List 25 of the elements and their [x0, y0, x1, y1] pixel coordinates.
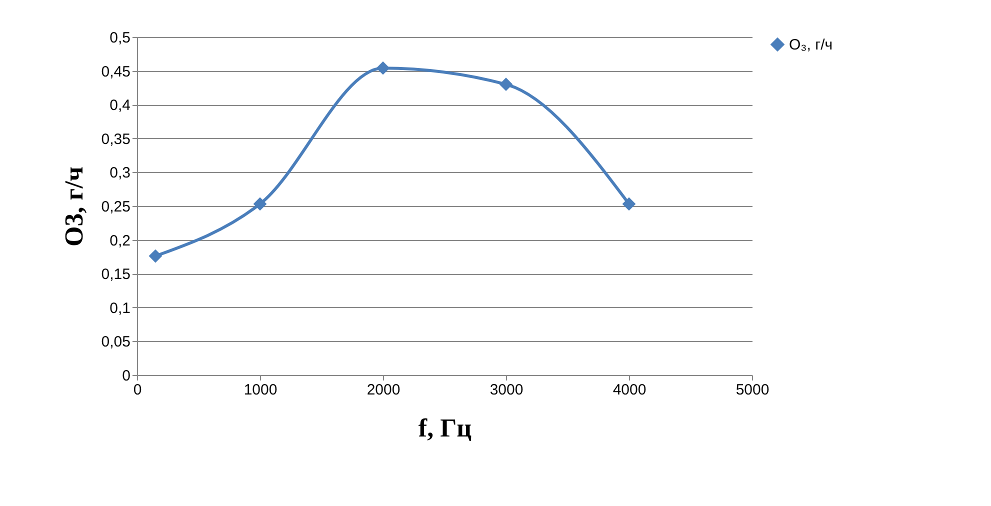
y-tick-label: 0,35 — [101, 130, 130, 148]
y-tick-label: 0,2 — [110, 232, 130, 250]
y-tick-label: 0,15 — [101, 266, 130, 284]
y-tick-label: 0,3 — [110, 164, 130, 182]
y-tick-label: 0,05 — [101, 334, 130, 351]
y-tick-label: 0 — [122, 368, 130, 384]
y-axis-title: O3, г/ч — [59, 166, 88, 246]
x-tick-label: 0 — [133, 382, 142, 398]
point — [376, 61, 390, 75]
legend-label: O₃, г/ч — [789, 36, 833, 54]
y-tick-label: 0,1 — [110, 300, 130, 317]
point — [622, 197, 636, 211]
x-axis-title: f, Гц — [418, 414, 472, 442]
x-tick-label: 3000 — [490, 382, 524, 398]
point — [148, 249, 162, 263]
point — [253, 197, 267, 211]
x-tick-label: 2000 — [366, 382, 400, 398]
point — [499, 78, 513, 92]
x-tick-label: 5000 — [736, 382, 770, 398]
y-tick-label: 0,4 — [110, 97, 130, 114]
y-tick-label: 0,45 — [101, 63, 130, 80]
x-tick-label: 4000 — [612, 382, 646, 398]
y-tick-label: 0,25 — [101, 198, 130, 216]
y-tick-label: 0,5 — [110, 30, 130, 46]
x-tick-label: 1000 — [244, 382, 278, 398]
